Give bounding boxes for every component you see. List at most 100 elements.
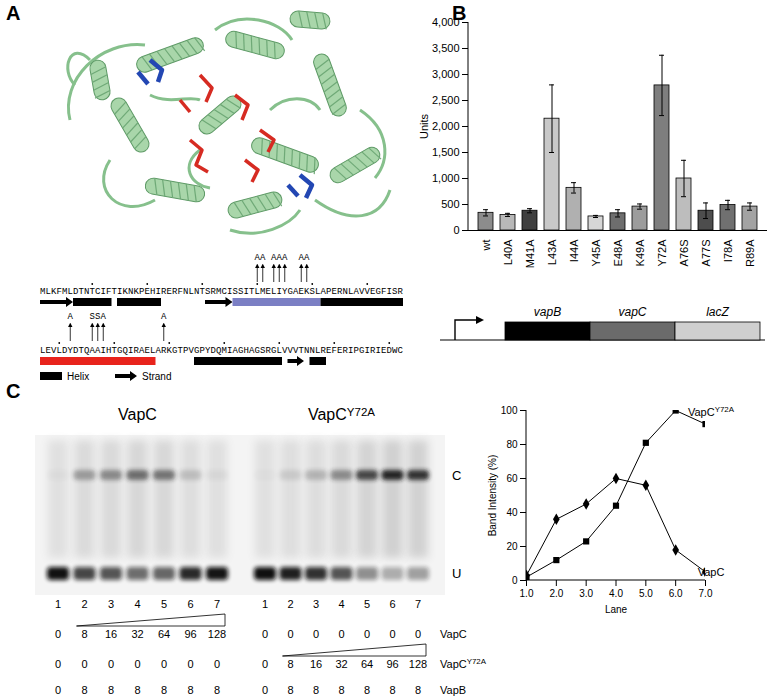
svg-text:lacZ: lacZ [706,305,729,319]
svg-text:I78A: I78A [722,239,734,262]
svg-text:2.0: 2.0 [549,588,563,599]
svg-text:A: A [161,312,167,322]
svg-text:A: A [282,253,288,263]
svg-text:1: 1 [55,598,61,610]
svg-text:3.0: 3.0 [579,588,593,599]
svg-text:8: 8 [81,628,87,640]
svg-text:8: 8 [81,684,87,696]
svg-text:0: 0 [55,684,61,696]
svg-text:0: 0 [55,658,61,670]
svg-text:Y45A: Y45A [590,239,602,267]
svg-text:C: C [452,468,461,483]
svg-text:A: A [68,312,74,322]
svg-text:8: 8 [338,684,344,696]
svg-text:6.0: 6.0 [669,588,683,599]
svg-text:64: 64 [158,628,170,640]
svg-text:8: 8 [214,684,220,696]
svg-text:6: 6 [187,598,193,610]
svg-text:0: 0 [512,575,518,586]
svg-text:96: 96 [386,658,398,670]
svg-text:6: 6 [389,598,395,610]
svg-text:7: 7 [415,598,421,610]
svg-text:VapC: VapC [440,628,467,640]
svg-text:100: 100 [501,405,518,416]
svg-text:M41A: M41A [524,239,536,268]
svg-text:Helix: Helix [67,371,89,382]
svg-text:8: 8 [364,684,370,696]
svg-text:20: 20 [506,541,518,552]
svg-text:128: 128 [208,628,226,640]
svg-text:0: 0 [453,224,459,236]
svg-text:E48A: E48A [612,239,624,267]
svg-text:0: 0 [187,658,193,670]
svg-text:80: 80 [506,439,518,450]
svg-text:8: 8 [389,684,395,696]
svg-text:4,000: 4,000 [432,16,460,28]
svg-text:VapCY72A: VapCY72A [440,657,487,670]
svg-text:Band Intensity (%): Band Intensity (%) [487,455,498,537]
svg-text:1,000: 1,000 [432,172,460,184]
svg-text:VapC: VapC [698,566,725,578]
svg-text:0: 0 [262,684,268,696]
svg-text:0: 0 [415,628,421,640]
svg-text:8: 8 [187,684,193,696]
svg-text:40: 40 [506,507,518,518]
svg-text:A: A [260,253,266,263]
svg-text:3,500: 3,500 [432,42,460,54]
svg-text:0: 0 [262,658,268,670]
svg-text:8: 8 [287,684,293,696]
svg-text:2,000: 2,000 [432,120,460,132]
svg-text:0: 0 [214,658,220,670]
svg-text:4: 4 [338,598,344,610]
svg-text:VapB: VapB [440,684,466,696]
svg-text:16: 16 [310,658,322,670]
svg-text:Strand: Strand [142,371,171,382]
svg-text:4.0: 4.0 [609,588,623,599]
svg-text:0: 0 [55,628,61,640]
svg-text:vapB: vapB [534,305,561,319]
svg-text:5: 5 [364,598,370,610]
svg-text:7: 7 [214,598,220,610]
svg-text:2: 2 [81,598,87,610]
svg-text:1: 1 [262,598,268,610]
svg-text:16: 16 [105,628,117,640]
svg-text:32: 32 [335,658,347,670]
svg-text:0: 0 [161,658,167,670]
svg-text:64: 64 [361,658,373,670]
svg-text:0: 0 [81,658,87,670]
svg-text:L40A: L40A [502,239,514,265]
svg-text:VapC: VapC [118,406,157,423]
svg-text:1.0: 1.0 [520,588,534,599]
svg-text:wt: wt [480,240,492,252]
svg-text:R: R [398,287,404,297]
svg-text:3: 3 [313,598,319,610]
svg-text:0: 0 [389,628,395,640]
svg-text:0: 0 [134,658,140,670]
svg-text:96: 96 [184,628,196,640]
svg-text:60: 60 [506,473,518,484]
svg-text:0: 0 [108,658,114,670]
svg-text:0: 0 [313,628,319,640]
svg-text:0: 0 [338,628,344,640]
svg-text:C: C [398,346,404,356]
svg-text:8: 8 [161,684,167,696]
svg-text:A77S: A77S [700,240,712,267]
svg-text:A: A [101,312,107,322]
svg-text:8: 8 [415,684,421,696]
svg-text:0: 0 [287,628,293,640]
svg-text:Y72A: Y72A [656,239,668,267]
svg-text:vapC: vapC [618,305,646,319]
svg-text:3,000: 3,000 [432,68,460,80]
svg-text:2,500: 2,500 [432,94,460,106]
svg-text:128: 128 [409,658,427,670]
svg-text:U: U [452,566,461,581]
svg-text:VapCY72A: VapCY72A [308,406,375,423]
svg-text:7.0: 7.0 [699,588,713,599]
svg-text:R89A: R89A [744,239,756,267]
svg-text:8: 8 [313,684,319,696]
svg-text:VapCY72A: VapCY72A [688,405,735,418]
svg-text:A76S: A76S [678,240,690,267]
svg-text:8: 8 [108,684,114,696]
svg-text:500: 500 [441,198,459,210]
svg-text:A: A [304,253,310,263]
